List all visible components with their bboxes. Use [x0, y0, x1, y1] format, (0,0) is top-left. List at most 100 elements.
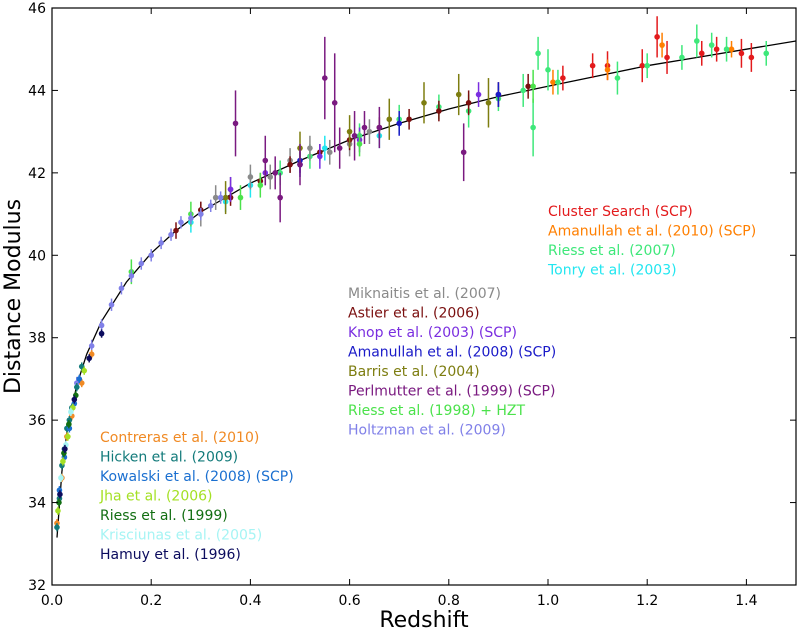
- data-point: [277, 194, 283, 201]
- data-point: [346, 128, 353, 135]
- data-point: [88, 351, 95, 358]
- data-point: [639, 62, 646, 69]
- data-point: [336, 145, 343, 151]
- legend-entry: Holtzman et al. (2009): [348, 423, 506, 439]
- data-point: [56, 499, 62, 506]
- legend-entry: Tonry et al. (2003): [547, 263, 677, 279]
- series-points: [277, 24, 770, 186]
- x-tick-label: 0.8: [438, 593, 460, 609]
- legend-entry: Riess et al. (1999): [100, 508, 228, 524]
- data-point: [376, 124, 383, 131]
- y-tick-label: 36: [28, 413, 46, 429]
- legend-entry: Barris et al. (2004): [348, 364, 480, 380]
- data-point: [168, 231, 174, 238]
- y-tick-label: 40: [28, 248, 46, 264]
- data-point: [217, 194, 224, 201]
- y-tick-label: 38: [28, 331, 46, 347]
- data-point: [406, 116, 412, 123]
- legend-entry: Jha et al. (2006): [99, 489, 213, 505]
- data-point: [74, 384, 80, 390]
- data-point: [644, 62, 650, 69]
- legend-layer: Cluster Search (SCP) Amanullah et al. (20…: [99, 204, 756, 563]
- series-points: [560, 16, 755, 91]
- data-point: [128, 273, 135, 279]
- data-point: [57, 491, 63, 498]
- data-point: [331, 99, 338, 106]
- data-point: [81, 367, 88, 374]
- data-point: [708, 42, 715, 48]
- data-point: [86, 355, 92, 362]
- series-points: [198, 119, 373, 227]
- legend-entry: Astier et al. (2006): [348, 306, 480, 322]
- data-point: [698, 50, 705, 57]
- data-point: [723, 46, 730, 53]
- series-points: [188, 123, 383, 233]
- series-points: [56, 391, 79, 507]
- data-point: [460, 149, 467, 156]
- data-point: [356, 141, 363, 147]
- legend-entry: Riess et al. (1998) + HZT: [348, 403, 525, 419]
- data-point: [495, 91, 502, 98]
- data-points-layer: [54, 16, 770, 532]
- data-point: [361, 124, 368, 131]
- legend-entry: Cluster Search (SCP): [548, 204, 693, 220]
- data-point: [78, 363, 85, 370]
- data-point: [66, 421, 72, 428]
- data-point: [247, 174, 254, 180]
- data-point: [307, 145, 313, 151]
- data-point: [227, 186, 234, 193]
- y-tick-label: 44: [28, 83, 46, 99]
- data-point: [560, 75, 566, 81]
- data-point: [475, 91, 482, 98]
- y-tick-label: 32: [28, 578, 46, 594]
- data-point: [173, 227, 179, 234]
- data-point: [68, 409, 74, 415]
- legend-entry: Amanullah et al. (2008) (SCP): [348, 345, 556, 361]
- data-point: [465, 99, 472, 106]
- x-tick-label: 1.0: [537, 593, 559, 609]
- data-point: [679, 54, 685, 61]
- data-point: [54, 524, 60, 531]
- data-point: [713, 46, 720, 53]
- data-point: [366, 128, 373, 135]
- data-point: [267, 174, 274, 180]
- data-point: [659, 42, 665, 48]
- data-point: [530, 124, 536, 131]
- data-point: [421, 99, 427, 106]
- data-point: [654, 34, 660, 40]
- series-points: [222, 73, 492, 215]
- data-point: [108, 301, 115, 308]
- legend-entry: Krisciunas et al. (2005): [100, 528, 262, 544]
- legend-entry: Miknaitis et al. (2007): [348, 286, 501, 302]
- data-point: [322, 145, 328, 151]
- data-point: [78, 380, 85, 386]
- data-point: [728, 46, 735, 53]
- x-tick-label: 0.0: [41, 593, 63, 609]
- data-point: [664, 54, 670, 61]
- series-points: [173, 73, 531, 239]
- series-points: [550, 32, 735, 95]
- data-point: [545, 67, 551, 73]
- x-tick-label: 0.2: [140, 593, 162, 609]
- data-point: [66, 425, 73, 432]
- data-point: [555, 79, 561, 85]
- legend-entry: Kowalski et al. (2008) (SCP): [100, 469, 294, 485]
- data-point: [88, 343, 95, 349]
- data-point: [232, 120, 239, 127]
- data-point: [198, 211, 204, 217]
- data-point: [550, 79, 556, 85]
- legend-entry: Hamuy et al. (1996): [100, 547, 241, 563]
- data-point: [62, 446, 68, 452]
- data-point: [118, 285, 125, 292]
- legend-entry: Hicken et al. (2009): [100, 450, 238, 466]
- data-point: [589, 62, 596, 69]
- data-point: [317, 153, 323, 160]
- legend-entry: Riess et al. (2007): [548, 243, 676, 259]
- data-point: [287, 161, 293, 168]
- x-tick-label: 0.4: [239, 593, 261, 609]
- legend-entry: Amanullah et al. (2010) (SCP): [548, 224, 756, 240]
- data-point: [55, 508, 61, 514]
- data-point: [530, 83, 536, 90]
- data-point: [738, 50, 745, 57]
